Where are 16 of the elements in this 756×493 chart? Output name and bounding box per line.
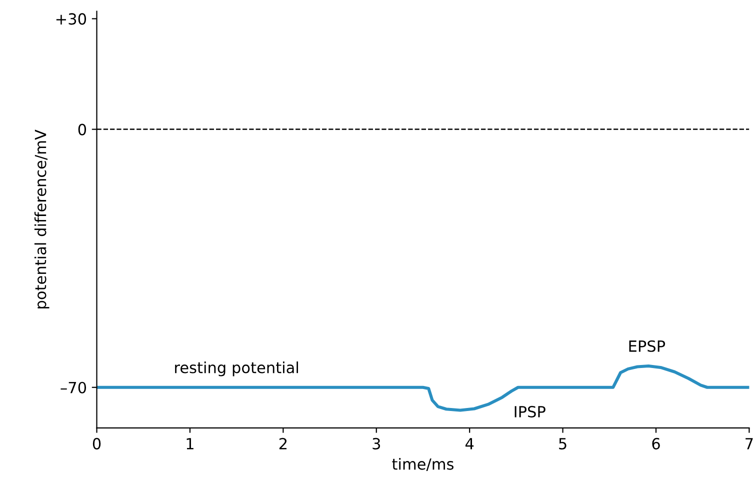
x-tick-label: 2 [279,438,287,450]
y-tick-label: –70 [60,382,86,394]
y-tick-label: 0 [78,124,86,136]
x-tick-label: 0 [92,438,101,450]
x-tick-label: 3 [372,438,380,450]
annotation: resting potential [175,361,298,376]
x-tick-label: 4 [465,438,474,450]
annotation: EPSP [629,340,666,352]
x-tick-label: 6 [652,438,660,450]
x-tick-label: 7 [746,438,753,450]
annotation: IPSP [514,406,546,418]
x-tick-label: 1 [186,438,194,450]
x-tick-label: 5 [559,438,566,450]
x-axis-title: time/ms [392,458,454,472]
y-tick-label: +30 [56,13,86,25]
y-axis-title: potential difference/mV [34,130,50,308]
